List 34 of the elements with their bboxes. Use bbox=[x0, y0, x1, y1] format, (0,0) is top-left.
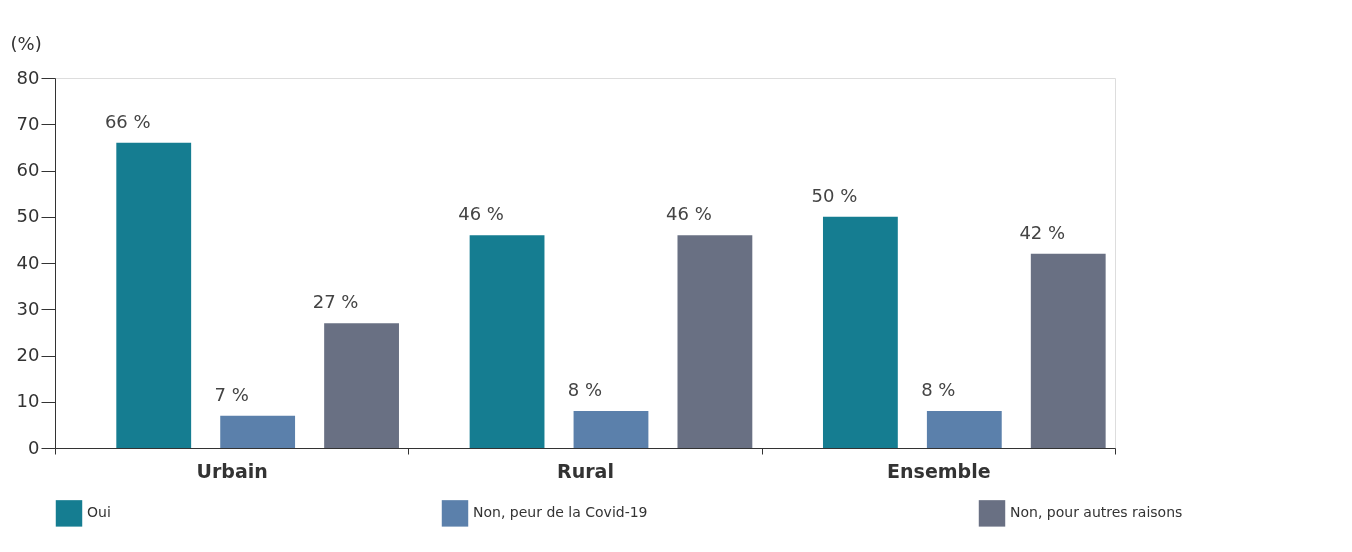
legend-label: Non, pour autres raisons bbox=[1010, 504, 1183, 521]
y-tick-label: 0 bbox=[28, 436, 40, 458]
legend-label: Non, peur de la Covid-19 bbox=[473, 504, 648, 521]
y-axis-title: (%) bbox=[10, 32, 42, 54]
y-tick-label: 40 bbox=[16, 251, 40, 273]
y-tick-label: 20 bbox=[16, 344, 40, 365]
bar bbox=[926, 411, 1002, 448]
data-label: 8 % bbox=[567, 379, 603, 400]
bar bbox=[324, 323, 399, 448]
data-label: 7 % bbox=[214, 383, 249, 405]
x-tick-label: Urbain bbox=[196, 459, 268, 482]
y-tick-label: 80 bbox=[16, 66, 40, 88]
y-tick-label: 10 bbox=[16, 390, 40, 412]
data-label: 8 % bbox=[921, 379, 956, 400]
legend-label: Oui bbox=[87, 504, 111, 521]
bar bbox=[573, 411, 649, 448]
bar bbox=[220, 415, 296, 448]
y-tick-label: 60 bbox=[16, 159, 40, 180]
bar bbox=[116, 142, 192, 448]
x-tick-label: Rural bbox=[557, 459, 614, 482]
bar bbox=[1030, 253, 1106, 448]
bar bbox=[677, 235, 753, 448]
y-tick-label: 70 bbox=[16, 112, 40, 134]
data-label: 66 % bbox=[104, 110, 151, 132]
y-tick-label: 30 bbox=[16, 297, 40, 319]
data-label: 27 % bbox=[312, 291, 359, 313]
data-label: 50 % bbox=[811, 184, 858, 206]
bar bbox=[469, 235, 545, 448]
bar bbox=[822, 216, 898, 448]
y-tick-label: 50 bbox=[16, 205, 40, 227]
data-label: 46 % bbox=[666, 203, 712, 225]
data-label: 42 % bbox=[1019, 221, 1066, 243]
data-label: 46 % bbox=[458, 203, 504, 225]
x-tick-label: Ensemble bbox=[887, 459, 991, 482]
